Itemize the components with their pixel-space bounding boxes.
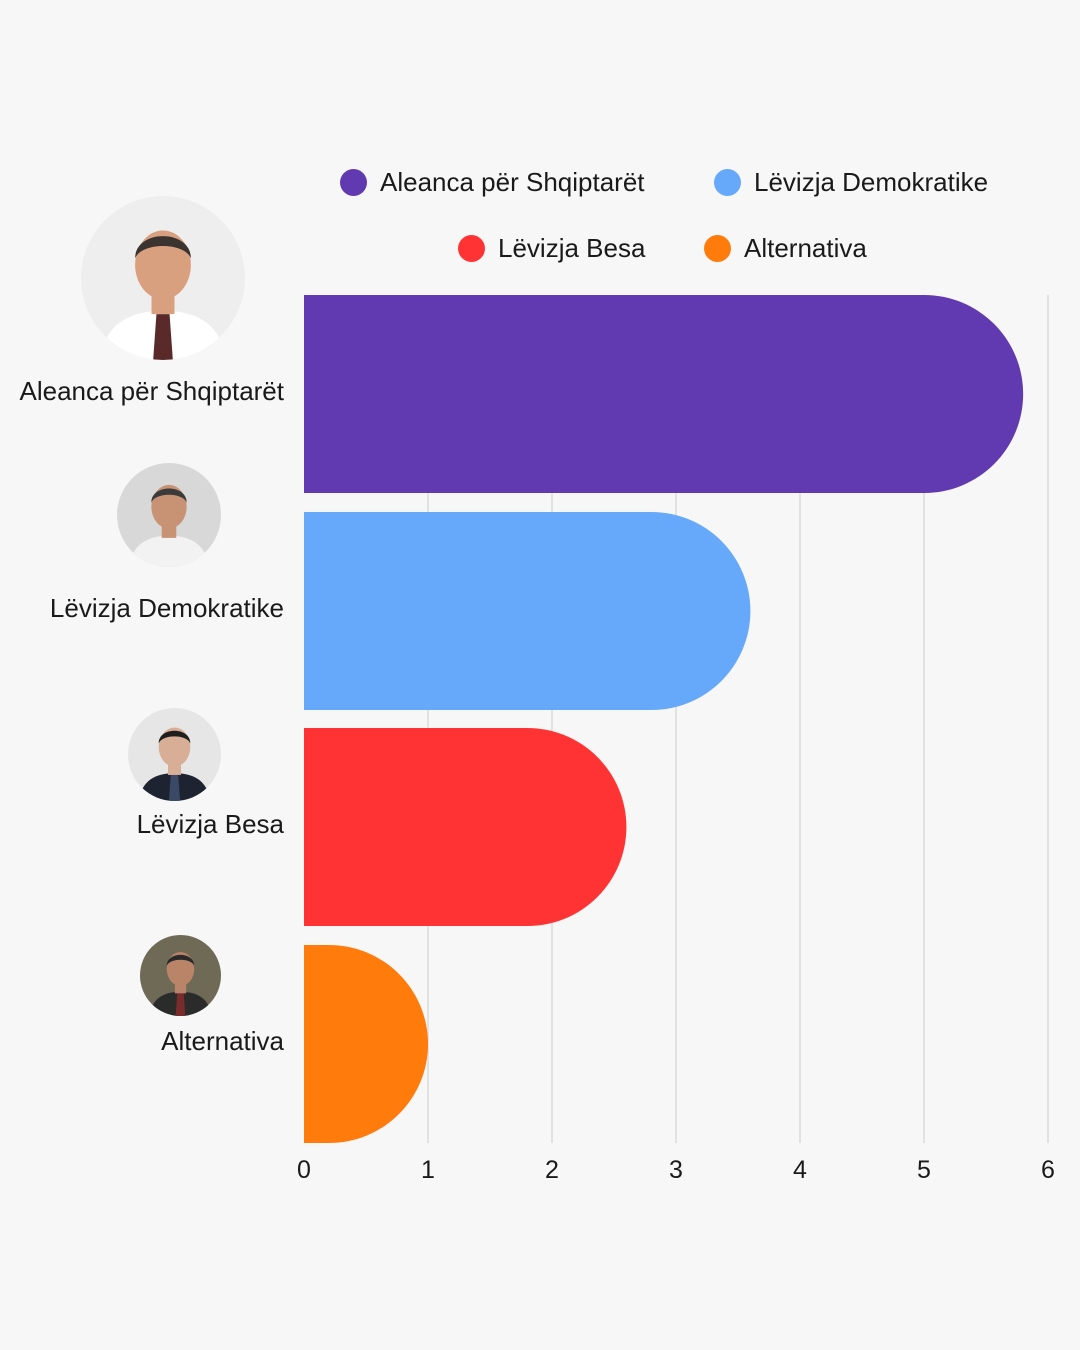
bar-2 [304, 728, 627, 926]
x-tick-label: 6 [1041, 1156, 1055, 1184]
person-photo-icon [117, 463, 221, 567]
legend-item: Aleanca për Shqiptarët [340, 162, 645, 202]
x-tick-label: 2 [545, 1156, 559, 1184]
bar-0 [304, 295, 1024, 493]
category-label: Aleanca për Shqiptarët [19, 376, 284, 406]
bar-3 [304, 945, 428, 1143]
person-photo-icon [140, 935, 221, 1016]
bars [304, 295, 1024, 1143]
x-axis-ticks: 0 1 2 3 4 5 6 [297, 1156, 1055, 1184]
bar-1 [304, 512, 751, 710]
x-tick-label: 1 [421, 1156, 435, 1184]
person-photo-icon [81, 196, 245, 360]
legend-label: Aleanca për Shqiptarët [380, 166, 645, 197]
x-tick-label: 3 [669, 1156, 683, 1184]
x-tick-label: 4 [793, 1156, 807, 1184]
legend-swatch [458, 234, 485, 262]
x-tick-label: 0 [297, 1156, 311, 1184]
legend-label: Lëvizja Besa [498, 232, 646, 263]
legend-label: Alternativa [744, 232, 867, 263]
category-label: Alternativa [161, 1026, 284, 1056]
legend-label: Lëvizja Demokratike [754, 166, 989, 197]
legend-swatch [714, 168, 741, 196]
person-photo-icon [128, 708, 221, 801]
legend-item: Alternativa [704, 228, 867, 268]
legend-swatch [704, 234, 731, 262]
legend: Aleanca për Shqiptarët Lëvizja Demokratik… [0, 150, 1080, 280]
category-label: Lëvizja Besa [136, 809, 284, 839]
legend-swatch [340, 168, 367, 196]
category-label: Lëvizja Demokratike [49, 593, 284, 623]
x-tick-label: 5 [917, 1156, 931, 1184]
legend-item: Lëvizja Besa [458, 228, 645, 268]
legend-item: Lëvizja Demokratike [714, 162, 988, 202]
